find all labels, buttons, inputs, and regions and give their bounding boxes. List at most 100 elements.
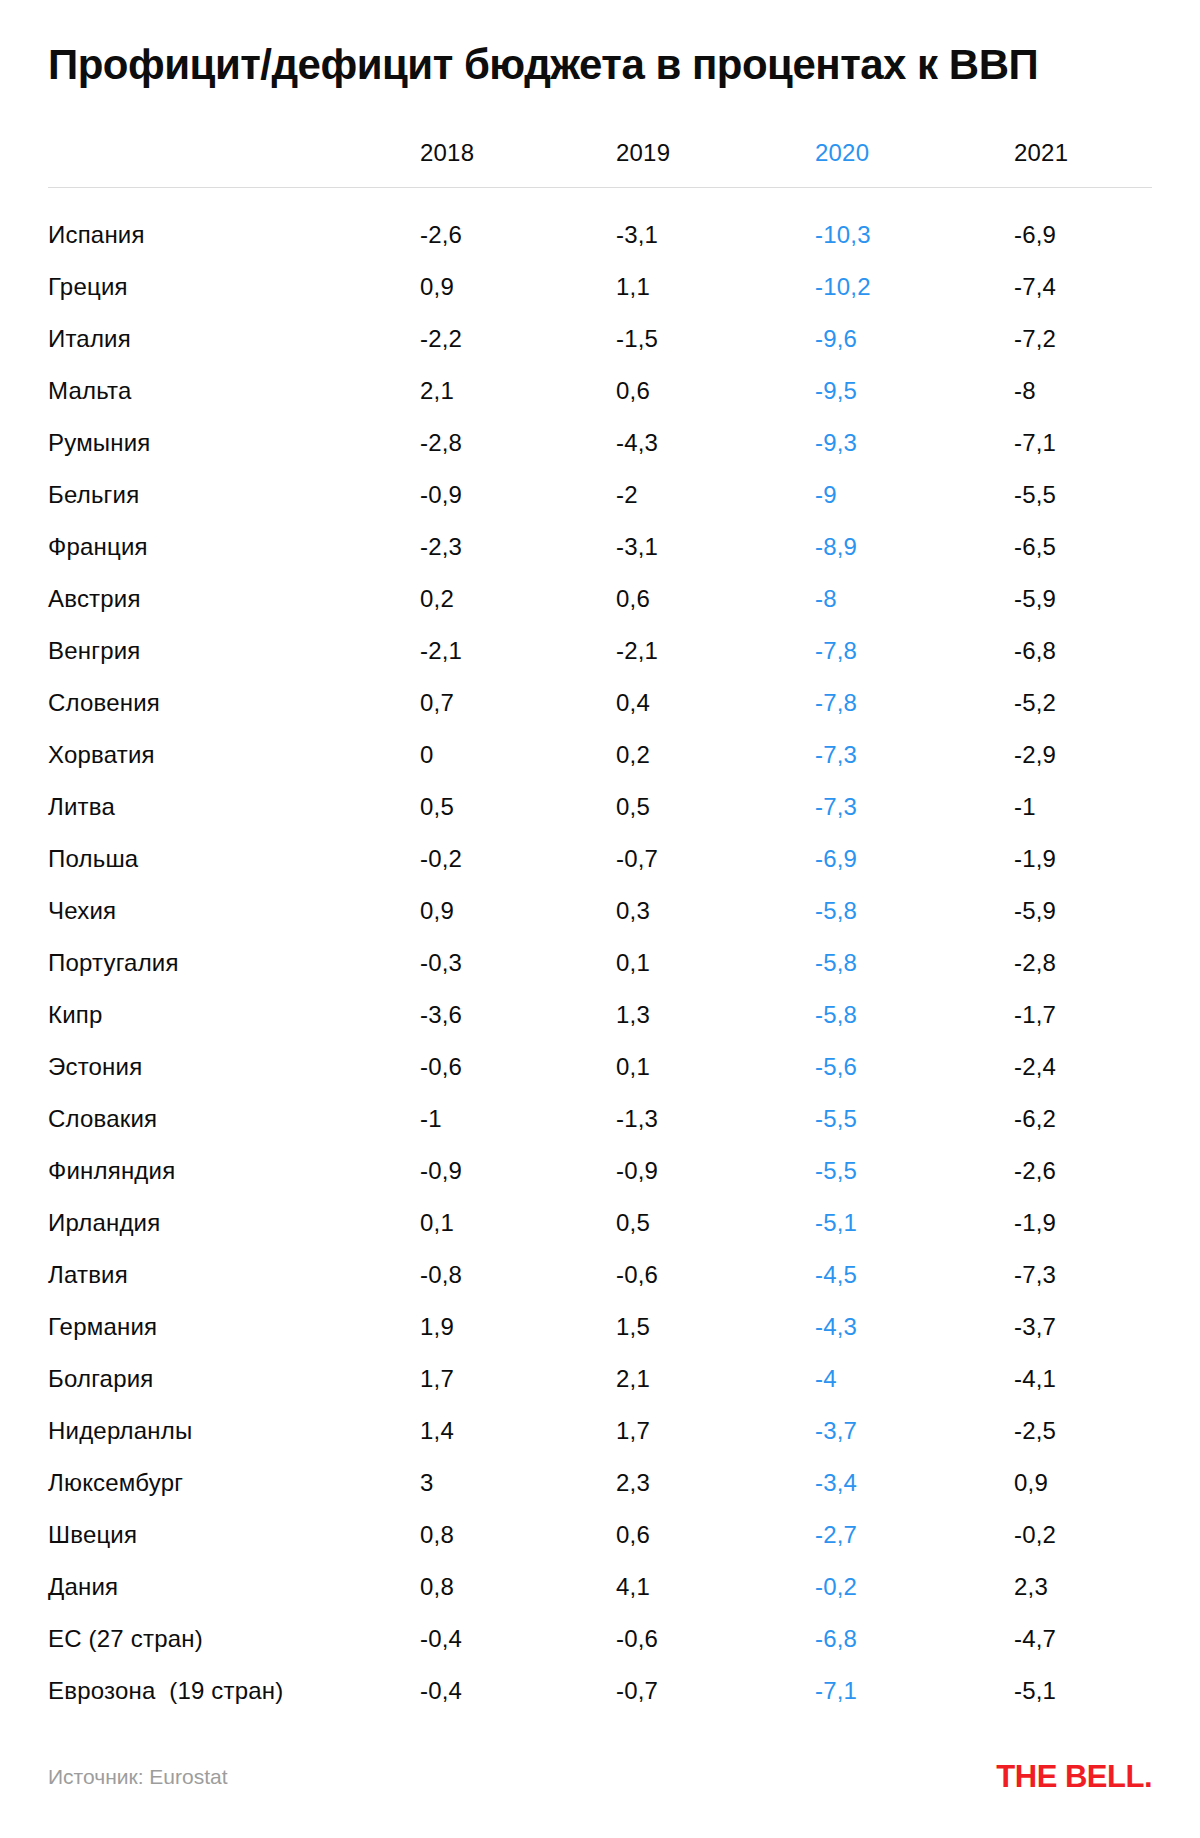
table-row: Чехия 0,9 0,3 -5,8 -5,9 bbox=[48, 885, 1152, 937]
value-cell: -7,3 bbox=[1014, 1261, 1152, 1289]
value-cell: -2,4 bbox=[1014, 1053, 1152, 1081]
value-cell: -4,5 bbox=[815, 1261, 1014, 1289]
value-cell: -3,7 bbox=[815, 1417, 1014, 1445]
value-cell: 1,7 bbox=[420, 1365, 616, 1393]
value-cell: -5,9 bbox=[1014, 897, 1152, 925]
value-cell: 0,9 bbox=[420, 897, 616, 925]
value-cell: -2,1 bbox=[616, 637, 815, 665]
country-cell: Литва bbox=[48, 793, 420, 821]
value-cell: -1,7 bbox=[1014, 1001, 1152, 1029]
value-cell: -0,6 bbox=[616, 1625, 815, 1653]
table-row: Люксембург 3 2,3 -3,4 0,9 bbox=[48, 1457, 1152, 1509]
table-row: Румыния -2,8 -4,3 -9,3 -7,1 bbox=[48, 417, 1152, 469]
value-cell: -2,3 bbox=[420, 533, 616, 561]
country-cell: Румыния bbox=[48, 429, 420, 457]
value-cell: -5,9 bbox=[1014, 585, 1152, 613]
value-cell: 0,9 bbox=[1014, 1469, 1152, 1497]
table-row: Еврозона (19 стран) -0,4 -0,7 -7,1 -5,1 bbox=[48, 1665, 1152, 1717]
value-cell: -6,8 bbox=[1014, 637, 1152, 665]
value-cell: -7,1 bbox=[815, 1677, 1014, 1705]
table-row: Литва 0,5 0,5 -7,3 -1 bbox=[48, 781, 1152, 833]
value-cell: -0,7 bbox=[616, 845, 815, 873]
table-row: Италия -2,2 -1,5 -9,6 -7,2 bbox=[48, 313, 1152, 365]
value-cell: -9,3 bbox=[815, 429, 1014, 457]
value-cell: -7,8 bbox=[815, 689, 1014, 717]
country-cell: Португалия bbox=[48, 949, 420, 977]
value-cell: -0,7 bbox=[616, 1677, 815, 1705]
table-row: Испания -2,6 -3,1 -10,3 -6,9 bbox=[48, 209, 1152, 261]
value-cell: 0,1 bbox=[616, 949, 815, 977]
value-cell: 1,9 bbox=[420, 1313, 616, 1341]
column-header-2021: 2021 bbox=[1014, 139, 1152, 167]
country-cell: Еврозона (19 стран) bbox=[48, 1677, 420, 1705]
column-header-2019: 2019 bbox=[616, 139, 815, 167]
table-row: Португалия -0,3 0,1 -5,8 -2,8 bbox=[48, 937, 1152, 989]
value-cell: -2,1 bbox=[420, 637, 616, 665]
value-cell: -3,7 bbox=[1014, 1313, 1152, 1341]
value-cell: 0,8 bbox=[420, 1521, 616, 1549]
country-cell: Хорватия bbox=[48, 741, 420, 769]
table-row: Кипр -3,6 1,3 -5,8 -1,7 bbox=[48, 989, 1152, 1041]
table-row: Венгрия -2,1 -2,1 -7,8 -6,8 bbox=[48, 625, 1152, 677]
table-row: Германия 1,9 1,5 -4,3 -3,7 bbox=[48, 1301, 1152, 1353]
table-row: Швеция 0,8 0,6 -2,7 -0,2 bbox=[48, 1509, 1152, 1561]
value-cell: -1 bbox=[1014, 793, 1152, 821]
value-cell: -1,9 bbox=[1014, 1209, 1152, 1237]
country-cell: Германия bbox=[48, 1313, 420, 1341]
value-cell: -5,8 bbox=[815, 1001, 1014, 1029]
country-cell: Ирландия bbox=[48, 1209, 420, 1237]
table-header-row: 2018 2019 2020 2021 bbox=[48, 127, 1152, 179]
country-cell: Франция bbox=[48, 533, 420, 561]
value-cell: 0,2 bbox=[420, 585, 616, 613]
value-cell: -5,6 bbox=[815, 1053, 1014, 1081]
table-row: Словакия -1 -1,3 -5,5 -6,2 bbox=[48, 1093, 1152, 1145]
value-cell: -5,5 bbox=[815, 1157, 1014, 1185]
footer: Источник: Eurostat THE BELL. bbox=[48, 1759, 1152, 1795]
country-cell: Кипр bbox=[48, 1001, 420, 1029]
table-row: Австрия 0,2 0,6 -8 -5,9 bbox=[48, 573, 1152, 625]
value-cell: 2,1 bbox=[616, 1365, 815, 1393]
value-cell: -8,9 bbox=[815, 533, 1014, 561]
country-cell: Финляндия bbox=[48, 1157, 420, 1185]
country-cell: Словения bbox=[48, 689, 420, 717]
table-row: Болгария 1,7 2,1 -4 -4,1 bbox=[48, 1353, 1152, 1405]
value-cell: 1,3 bbox=[616, 1001, 815, 1029]
value-cell: 1,7 bbox=[616, 1417, 815, 1445]
value-cell: -0,2 bbox=[420, 845, 616, 873]
value-cell: -8 bbox=[815, 585, 1014, 613]
value-cell: -1,3 bbox=[616, 1105, 815, 1133]
value-cell: -1 bbox=[420, 1105, 616, 1133]
value-cell: -0,2 bbox=[1014, 1521, 1152, 1549]
value-cell: 0,6 bbox=[616, 585, 815, 613]
table-row: Хорватия 0 0,2 -7,3 -2,9 bbox=[48, 729, 1152, 781]
value-cell: -9,5 bbox=[815, 377, 1014, 405]
country-cell: Чехия bbox=[48, 897, 420, 925]
value-cell: -2 bbox=[616, 481, 815, 509]
table-row: Латвия -0,8 -0,6 -4,5 -7,3 bbox=[48, 1249, 1152, 1301]
value-cell: 0,8 bbox=[420, 1573, 616, 1601]
table-body: Испания -2,6 -3,1 -10,3 -6,9 Греция 0,9 … bbox=[48, 188, 1152, 1717]
value-cell: -6,5 bbox=[1014, 533, 1152, 561]
value-cell: -10,3 bbox=[815, 221, 1014, 249]
value-cell: 2,1 bbox=[420, 377, 616, 405]
table-row: Финляндия -0,9 -0,9 -5,5 -2,6 bbox=[48, 1145, 1152, 1197]
value-cell: 2,3 bbox=[1014, 1573, 1152, 1601]
value-cell: -2,5 bbox=[1014, 1417, 1152, 1445]
value-cell: -5,2 bbox=[1014, 689, 1152, 717]
country-cell: Нидерланлы bbox=[48, 1417, 420, 1445]
value-cell: -4,7 bbox=[1014, 1625, 1152, 1653]
table-row: Нидерланлы 1,4 1,7 -3,7 -2,5 bbox=[48, 1405, 1152, 1457]
country-cell: Болгария bbox=[48, 1365, 420, 1393]
table-row: Польша -0,2 -0,7 -6,9 -1,9 bbox=[48, 833, 1152, 885]
value-cell: 0,5 bbox=[616, 1209, 815, 1237]
the-bell-logo: THE BELL. bbox=[996, 1759, 1152, 1795]
value-cell: -7,1 bbox=[1014, 429, 1152, 457]
table-row: ЕС (27 стран) -0,4 -0,6 -6,8 -4,7 bbox=[48, 1613, 1152, 1665]
value-cell: 1,1 bbox=[616, 273, 815, 301]
value-cell: 1,4 bbox=[420, 1417, 616, 1445]
country-cell: Италия bbox=[48, 325, 420, 353]
country-cell: ЕС (27 стран) bbox=[48, 1625, 420, 1653]
country-cell: Мальта bbox=[48, 377, 420, 405]
value-cell: -1,5 bbox=[616, 325, 815, 353]
value-cell: -7,3 bbox=[815, 741, 1014, 769]
